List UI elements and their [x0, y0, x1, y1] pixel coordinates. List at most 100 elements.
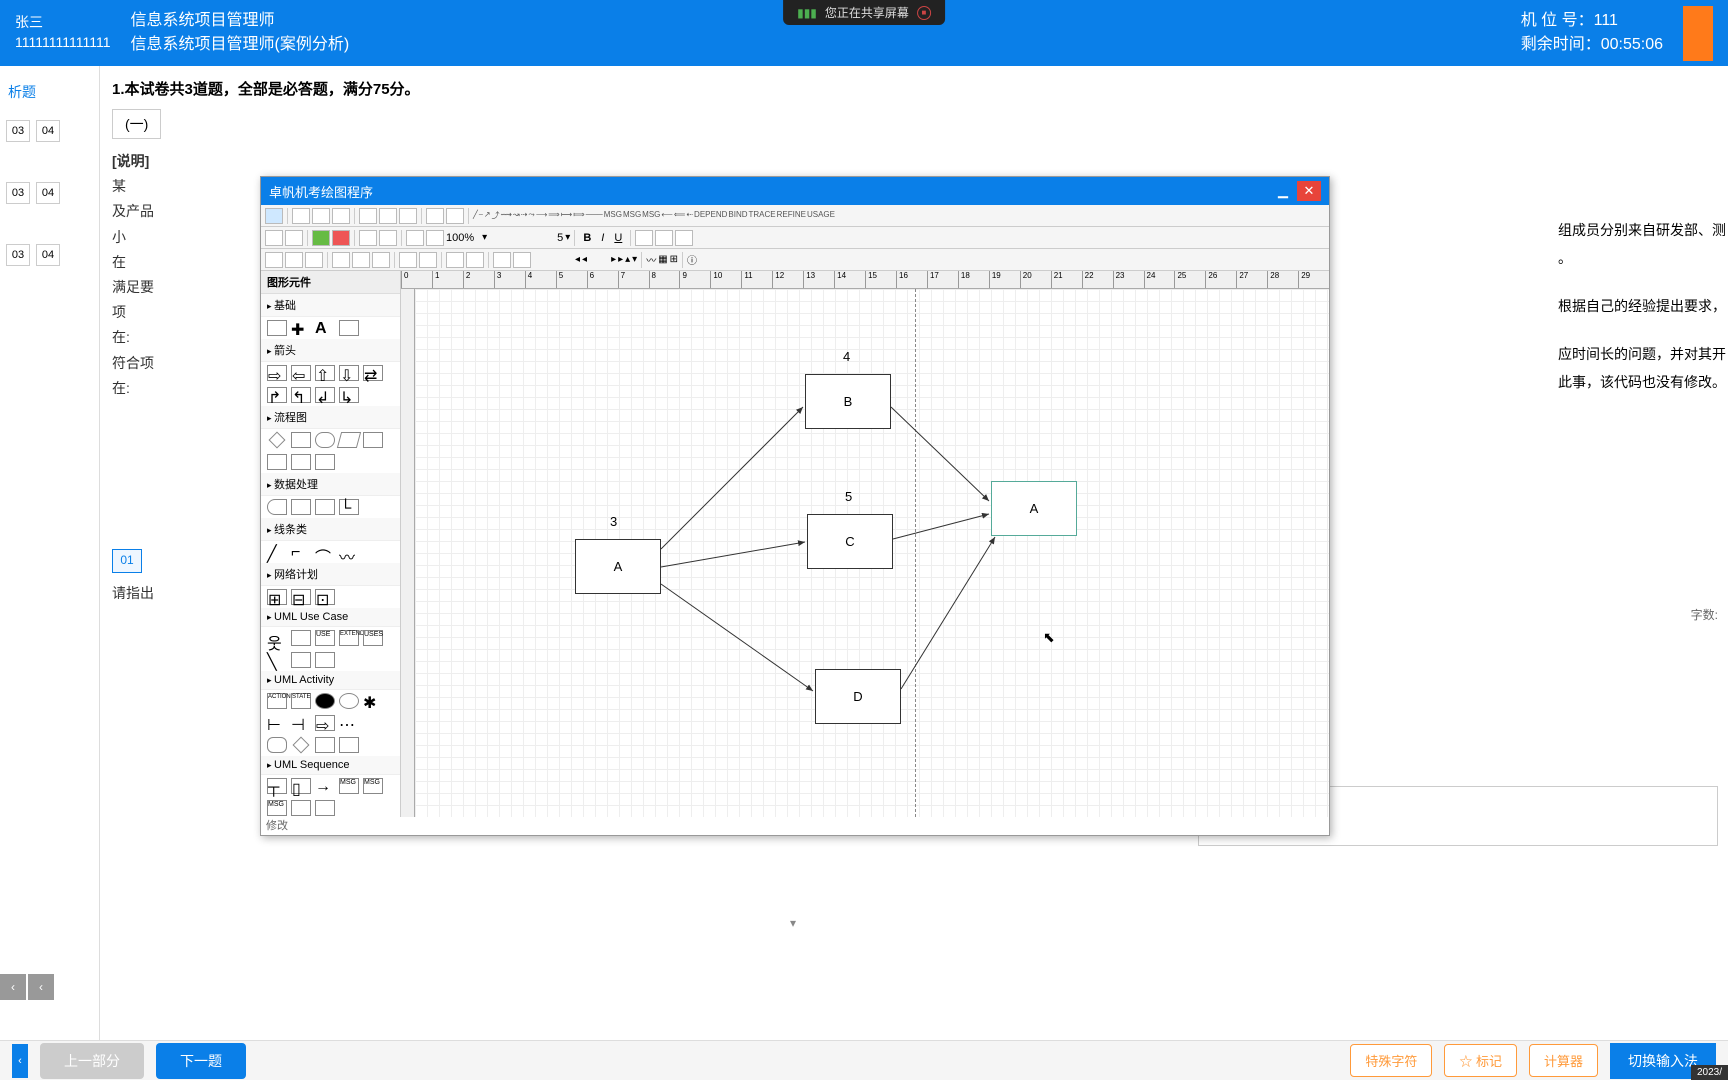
- node-d[interactable]: D: [815, 669, 901, 724]
- shape-uc6[interactable]: [291, 652, 311, 668]
- save-icon[interactable]: [265, 208, 283, 224]
- dist-v-icon[interactable]: [419, 252, 437, 268]
- shape-d1[interactable]: [267, 499, 287, 515]
- info-icon[interactable]: ⓘ: [687, 252, 697, 267]
- shape-para[interactable]: [337, 432, 361, 448]
- shape-actor[interactable]: 웃: [267, 630, 287, 646]
- text-icon[interactable]: [426, 208, 444, 224]
- shape-s7[interactable]: [291, 800, 311, 816]
- stop-share-icon[interactable]: ■: [917, 6, 931, 20]
- shape-a11[interactable]: [293, 737, 310, 754]
- shape-uc7[interactable]: [315, 652, 335, 668]
- shape-l4[interactable]: 〰: [339, 544, 359, 560]
- prev-button[interactable]: 上一部分: [40, 1043, 144, 1079]
- shape-l2[interactable]: ⌐: [291, 544, 311, 560]
- shape-db[interactable]: [291, 454, 311, 470]
- shape-d2[interactable]: [291, 499, 311, 515]
- shape-uc4[interactable]: USES: [363, 630, 383, 646]
- group-icon[interactable]: [446, 252, 464, 268]
- underline-icon[interactable]: U: [614, 232, 622, 244]
- shape-a7[interactable]: ⊣: [291, 715, 311, 731]
- part-tab[interactable]: (一): [112, 109, 161, 139]
- orange-indicator[interactable]: [1683, 6, 1713, 61]
- shape-cyl[interactable]: [315, 454, 335, 470]
- new-icon[interactable]: [265, 230, 283, 246]
- node-e[interactable]: A: [991, 481, 1077, 536]
- shape-d3[interactable]: [315, 499, 335, 515]
- collapse-left2[interactable]: ‹: [28, 974, 54, 1000]
- shape-rect[interactable]: [267, 320, 287, 336]
- shape-a12[interactable]: [315, 737, 335, 753]
- ungroup-icon[interactable]: [466, 252, 484, 268]
- align-l-icon[interactable]: [265, 252, 283, 268]
- shape-a1[interactable]: ACTION: [267, 693, 287, 709]
- shape-a3[interactable]: [315, 693, 335, 709]
- delete-icon[interactable]: [399, 208, 417, 224]
- shape-arr4[interactable]: ⇩: [339, 365, 359, 381]
- shape-doc[interactable]: [363, 432, 383, 448]
- zoom-out-icon[interactable]: [426, 230, 444, 246]
- shape-l3[interactable]: ⌒: [315, 544, 335, 560]
- align-b-icon[interactable]: [372, 252, 390, 268]
- analysis-tab[interactable]: 析题: [4, 76, 95, 108]
- shape-rect2[interactable]: [291, 432, 311, 448]
- align-t-icon[interactable]: [332, 252, 350, 268]
- cut-icon[interactable]: [292, 208, 310, 224]
- shape-banner[interactable]: [339, 320, 359, 336]
- shape-a13[interactable]: [339, 737, 359, 753]
- shape-cross[interactable]: ✚: [291, 320, 311, 336]
- align-c-icon[interactable]: [285, 252, 303, 268]
- qnum-04[interactable]: 04: [36, 120, 60, 142]
- shape-arr9[interactable]: ↳: [339, 387, 359, 403]
- arrow-left-icon[interactable]: ◂: [575, 254, 580, 265]
- open-icon[interactable]: [285, 230, 303, 246]
- line-icon[interactable]: [359, 230, 377, 246]
- fill-icon[interactable]: [332, 230, 350, 246]
- qnum-04b[interactable]: 04: [36, 182, 60, 204]
- shape-s6[interactable]: MSG: [267, 800, 287, 816]
- dropdown-arrow-icon[interactable]: ▾: [790, 916, 796, 930]
- node-b[interactable]: B: [805, 374, 891, 429]
- zoom-in-icon[interactable]: [406, 230, 424, 246]
- redo-icon[interactable]: [379, 208, 397, 224]
- copy-icon[interactable]: [312, 208, 330, 224]
- shape-arr5[interactable]: ⇄: [363, 365, 383, 381]
- font-size[interactable]: 5: [557, 232, 563, 244]
- shape-s2[interactable]: ▯: [291, 778, 311, 794]
- zoom-value[interactable]: 100%: [446, 232, 474, 244]
- shape-arr8[interactable]: ↲: [315, 387, 335, 403]
- paste-icon[interactable]: [332, 208, 350, 224]
- shape-icon[interactable]: [446, 208, 464, 224]
- back-icon[interactable]: [513, 252, 531, 268]
- italic-icon[interactable]: I: [601, 232, 604, 244]
- dist-h-icon[interactable]: [399, 252, 417, 268]
- shape-n1[interactable]: ⊞: [267, 589, 287, 605]
- bold-icon[interactable]: B: [583, 232, 591, 244]
- qnum-03c[interactable]: 03: [6, 244, 30, 266]
- collapse-left[interactable]: ‹: [0, 974, 26, 1000]
- shape-uc5[interactable]: ╲: [267, 652, 287, 668]
- bars-icon[interactable]: ▦: [658, 254, 667, 265]
- align-right-icon[interactable]: [675, 230, 693, 246]
- shape-arr1[interactable]: ⇨: [267, 365, 287, 381]
- qnum-03b[interactable]: 03: [6, 182, 30, 204]
- shape-uc[interactable]: [291, 630, 311, 646]
- width-icon[interactable]: [379, 230, 397, 246]
- shape-a10[interactable]: [267, 737, 287, 753]
- cat-basic[interactable]: 基础: [261, 294, 400, 317]
- shape-arr3[interactable]: ⇧: [315, 365, 335, 381]
- align-r-icon[interactable]: [305, 252, 323, 268]
- node-c[interactable]: C: [807, 514, 893, 569]
- arrow-left2-icon[interactable]: ◂: [582, 254, 587, 265]
- shape-arr2[interactable]: ⇦: [291, 365, 311, 381]
- shape-diamond[interactable]: [269, 432, 286, 449]
- calculator-button[interactable]: 计算器: [1529, 1044, 1598, 1077]
- arrow-right2-icon[interactable]: ▸: [618, 254, 623, 265]
- special-char-button[interactable]: 特殊字符: [1350, 1044, 1432, 1077]
- shape-s1[interactable]: ┬: [267, 778, 287, 794]
- grid-icon[interactable]: ⊞: [670, 254, 678, 265]
- arrow-right-icon[interactable]: ▸: [611, 254, 616, 265]
- qnum-03[interactable]: 03: [6, 120, 30, 142]
- shape-l1[interactable]: ╱: [267, 544, 287, 560]
- shape-a8[interactable]: ⇨: [315, 715, 335, 731]
